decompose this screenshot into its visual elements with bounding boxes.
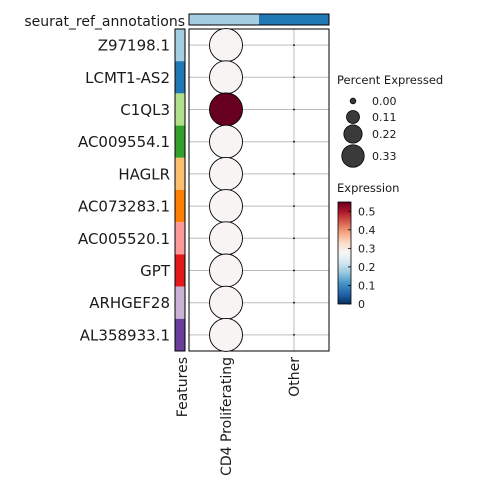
color-legend-label: 0.5	[358, 205, 376, 218]
features-axis-label: Features	[175, 357, 191, 417]
feature-annotation-cell	[175, 286, 185, 319]
size-legend-dot	[343, 124, 363, 144]
size-legend-title: Percent Expressed	[337, 73, 443, 87]
dot-mark	[293, 44, 295, 46]
dot-mark	[209, 60, 243, 95]
dot-mark	[293, 76, 295, 79]
dot-mark	[209, 124, 243, 159]
top-annotation-title: seurat_ref_annotations	[24, 14, 185, 30]
dot-mark	[209, 253, 243, 288]
dot-mark	[209, 285, 243, 320]
size-legend-dot	[346, 110, 360, 124]
top-annotation-bar	[188, 13, 330, 26]
group-label: Other	[287, 357, 303, 397]
size-legend-label: 0.00	[372, 95, 397, 108]
color-legend-label: 0.3	[358, 242, 376, 255]
feature-label: LCMT1-AS2	[85, 69, 170, 87]
color-legend-title: Expression	[337, 181, 399, 195]
dot-mark	[209, 317, 243, 352]
feature-annotation-cell	[175, 222, 185, 255]
group-label: CD4 Proliferating	[219, 357, 235, 476]
group-labels: CD4 Proliferating Other	[219, 357, 303, 476]
top-annotation-cell	[189, 14, 259, 25]
feature-label: AL358933.1	[80, 326, 170, 344]
dot-mark	[209, 156, 243, 191]
color-legend-label: 0.2	[358, 261, 376, 274]
dot-mark	[209, 92, 243, 127]
feature-annotation-border	[174, 28, 186, 352]
dot-marks	[209, 28, 295, 352]
top-annotation-border	[188, 13, 330, 26]
feature-annotation-cell	[175, 125, 185, 158]
size-legend-dot	[349, 97, 357, 105]
feature-label: AC009554.1	[78, 133, 170, 151]
panel-border	[188, 28, 330, 352]
dot-mark	[293, 237, 295, 240]
feature-label: GPT	[140, 262, 171, 280]
dot-mark	[293, 140, 295, 143]
dot-mark	[293, 173, 295, 175]
color-legend: Expression 0 0.1 0.2 0.3 0.4 0.5	[337, 181, 399, 311]
size-legend-dot	[341, 144, 365, 168]
size-legend-label: 0.22	[372, 128, 397, 141]
dot-mark	[209, 28, 243, 63]
feature-annotation-cell	[175, 29, 185, 62]
feature-label: HAGLR	[118, 165, 170, 183]
color-legend-label: 0	[358, 298, 365, 311]
feature-label: AC005520.1	[78, 230, 170, 248]
dot-mark	[293, 269, 295, 272]
feature-label: Z97198.1	[98, 37, 170, 55]
feature-annotation-cell	[175, 157, 185, 190]
dot-mark	[293, 108, 295, 111]
dot-mark	[293, 334, 295, 336]
dot-mark	[209, 189, 243, 224]
color-legend-bar	[337, 201, 352, 305]
feature-label: C1QL3	[120, 101, 170, 119]
feature-labels: Z97198.1 LCMT1-AS2 C1QL3 AC009554.1 HAGLR AC0…	[78, 37, 171, 345]
size-legend-label: 0.11	[372, 111, 397, 124]
size-legend-label: 0.33	[372, 150, 397, 163]
dot-mark	[209, 221, 243, 256]
left-annotation-bar	[174, 28, 186, 352]
size-legend: Percent Expressed 0.00 0.11 0.22 0.33	[337, 73, 443, 168]
feature-label: AC073283.1	[78, 198, 170, 216]
color-legend-label: 0.4	[358, 224, 376, 237]
feature-annotation-cell	[175, 318, 185, 351]
feature-annotation-cell	[175, 190, 185, 223]
feature-annotation-cell	[175, 254, 185, 287]
dot-mark	[293, 205, 295, 208]
feature-annotation-cell	[175, 93, 185, 126]
color-legend-label: 0.1	[358, 279, 376, 292]
feature-label: ARHGEF28	[89, 294, 170, 312]
dot-mark	[293, 301, 295, 304]
feature-annotation-cell	[175, 61, 185, 94]
top-annotation-cell	[259, 14, 329, 25]
